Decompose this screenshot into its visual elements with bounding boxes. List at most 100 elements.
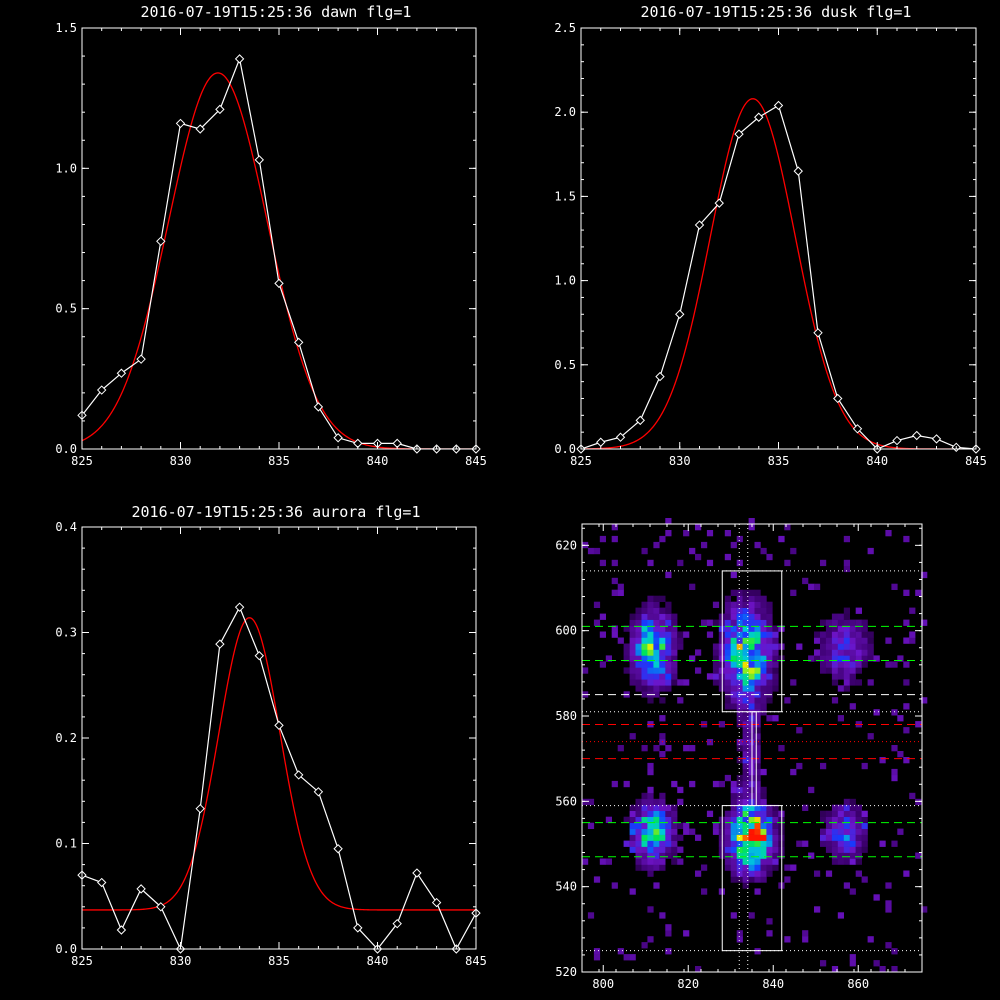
heatmap-cell [766, 679, 773, 686]
heatmap-cell [766, 601, 773, 608]
heatmap-cell [647, 697, 654, 704]
heatmap-cell [814, 655, 821, 662]
heatmap-cell [891, 745, 898, 752]
heatmap-cell [653, 661, 660, 668]
heatmap-cell [659, 625, 666, 632]
heatmap-cell [689, 745, 696, 752]
heatmap-cell [754, 792, 761, 800]
heatmap-cell [861, 619, 868, 626]
heatmap-cell [736, 792, 743, 800]
heatmap-cell [748, 912, 755, 919]
dawn-data-point [116, 368, 127, 378]
heatmap-cell [647, 595, 654, 602]
heatmap-cell [671, 852, 678, 859]
heatmap-cell [653, 828, 660, 835]
heatmap-cell [641, 667, 648, 674]
heatmap-cell [647, 936, 654, 943]
heatmap-cell [831, 834, 839, 841]
heatmap-cell [677, 822, 684, 829]
heatmap-cell [861, 762, 868, 770]
dawn-data-point [293, 337, 304, 348]
heatmap-cell [665, 846, 672, 853]
heatmap-cell [742, 757, 749, 764]
heatmap-cell [647, 601, 654, 608]
heatmap-cell [861, 846, 868, 853]
heatmap-cell [736, 637, 743, 644]
heatmap-cell [724, 649, 731, 656]
heatmap-cell [891, 583, 898, 590]
heatmap-cell [754, 541, 761, 549]
heatmap-cell [641, 810, 648, 817]
heatmap-cell [730, 619, 737, 626]
heatmap-cell [647, 768, 654, 776]
heatmap-cell [736, 739, 743, 746]
heatmap-cell [754, 846, 761, 853]
heatmap-cell [760, 858, 767, 865]
heatmap-cell [754, 685, 761, 692]
heatmap-cell [843, 625, 850, 632]
heatmap-cell [730, 804, 737, 811]
heatmap-cell [867, 733, 874, 740]
heatmap-cell [736, 589, 743, 596]
heatmap-cell [730, 667, 737, 674]
heatmap-cell [635, 852, 642, 859]
heatmap-cell [861, 643, 868, 650]
heatmap-cell [641, 649, 648, 656]
heatmap-cell [629, 637, 636, 644]
heatmap-cell [587, 547, 595, 555]
heatmap-cell [730, 607, 737, 614]
heatmap-cell [760, 840, 767, 847]
heatmap-cell [653, 595, 660, 602]
heatmap-cell [671, 816, 678, 823]
heatmap-cell [766, 685, 773, 692]
heatmap-cell [825, 655, 833, 662]
heatmap-cell [754, 655, 761, 662]
heatmap-cell [760, 607, 767, 614]
heatmap-cell [671, 637, 678, 644]
aurora-xtick-label: 845 [465, 954, 487, 968]
heatmap-cell [724, 667, 731, 674]
heatmap-cell [855, 846, 862, 853]
heatmap-cell [736, 667, 743, 674]
heatmap-cell [814, 637, 821, 644]
heatmap-cell [814, 631, 821, 638]
heatmap-cell [891, 948, 898, 955]
heatmap-cell [897, 751, 904, 758]
heatmap-cell [849, 637, 856, 644]
heatmap-cell [730, 637, 737, 644]
aurora-data-point [431, 897, 442, 908]
heatmap-cell [754, 613, 761, 620]
dusk-ytick-label: 2.0 [554, 105, 576, 119]
aurora-data-point [392, 918, 402, 929]
heatmap-cell [730, 661, 737, 668]
heatmap-cell [748, 816, 755, 823]
heatmap-cell [611, 589, 618, 596]
heatmap-cell [855, 804, 862, 811]
heatmap-cell [665, 649, 672, 656]
heatmap-cell [760, 685, 767, 692]
heatmap-cell [671, 679, 678, 686]
heatmap-cell [820, 834, 827, 841]
heatmap-cell [843, 667, 850, 674]
image-ytick-label: 620 [555, 538, 577, 552]
dawn-spectrum-panel: 825 830 835 840 845 0.0 0.5 1.0 1.5 [55, 21, 487, 468]
heatmap-cell [885, 637, 892, 644]
aurora-data-point [96, 877, 107, 888]
heatmap-cell [772, 637, 779, 644]
heatmap-cell [754, 858, 761, 865]
heatmap-cell [641, 745, 648, 752]
heatmap-cell [683, 930, 690, 937]
dawn-ytick-label: 1.0 [55, 161, 77, 175]
heatmap-cell [653, 649, 660, 656]
heatmap-cell [736, 715, 743, 722]
heatmap-cell [736, 852, 743, 859]
heatmap-cell [843, 882, 850, 889]
heatmap-cell [742, 882, 749, 889]
heatmap-cell [742, 786, 749, 794]
heatmap-cell [772, 840, 779, 847]
heatmap-cell [754, 739, 761, 746]
heatmap-cell [706, 739, 714, 746]
heatmap-cell [611, 631, 618, 638]
heatmap-cell [825, 619, 833, 626]
heatmap-cell [861, 655, 868, 662]
